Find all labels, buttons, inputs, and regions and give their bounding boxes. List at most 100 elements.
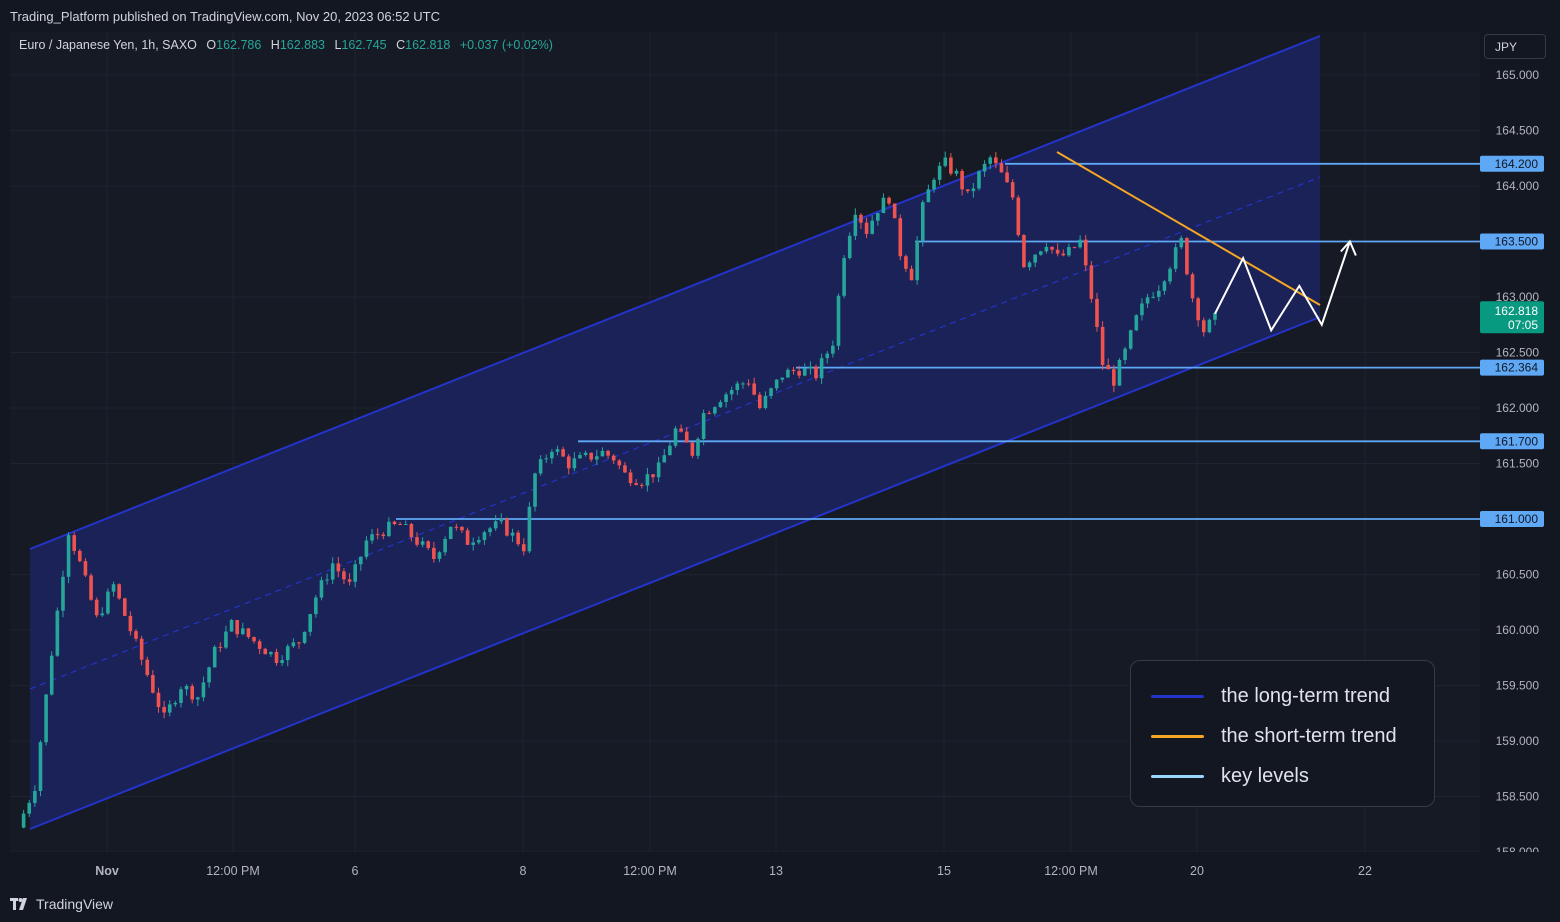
projection-line (1214, 241, 1351, 333)
legend-item-short-term: the short-term trend (1151, 724, 1397, 748)
candle-body (403, 523, 408, 525)
candle-body (302, 631, 307, 643)
candle-body (325, 579, 329, 581)
candle-body (432, 547, 436, 559)
short-term-swatch (1151, 734, 1204, 738)
candle-body (477, 540, 481, 543)
candle-body (448, 526, 453, 539)
candle-body (240, 628, 245, 635)
symbol-title: Euro / Japanese Yen, 1h, SAXO (19, 38, 197, 52)
candle-body (196, 697, 200, 700)
candle-body (252, 637, 256, 642)
candle-body (1044, 246, 1049, 252)
candlestick-series (21, 151, 1217, 829)
candle-body (954, 170, 959, 174)
candle-body (876, 213, 880, 221)
price-tick-label: 164.500 (1496, 124, 1540, 138)
candle-body (589, 452, 594, 460)
price-tick-label: 160.500 (1496, 568, 1540, 582)
candle-body (392, 521, 397, 525)
legend-item-key-levels: key levels (1151, 764, 1309, 788)
high-label: H (270, 38, 280, 52)
candle-body (724, 394, 728, 403)
candle-body (988, 157, 993, 164)
candle-body (696, 438, 700, 456)
candle-body (791, 369, 796, 372)
candle-body (336, 563, 341, 572)
low-value: 162.745 (341, 38, 387, 52)
candle-body (426, 541, 431, 548)
channel-upper (29, 35, 1321, 550)
footer-bar: TradingView (0, 884, 1560, 922)
candle-body (212, 646, 217, 668)
candle-body (662, 455, 667, 463)
candle-body (673, 428, 678, 446)
open-value: 162.786 (216, 38, 262, 52)
candle-body (819, 358, 824, 379)
candle-body (887, 197, 891, 204)
candle-body (774, 379, 779, 389)
candle-body (713, 407, 717, 414)
candle-body (920, 202, 925, 241)
candle-body (780, 377, 785, 380)
candle-body (285, 646, 290, 661)
candle-body (1123, 348, 1127, 360)
candle-body (994, 157, 998, 164)
candle-body (527, 506, 532, 552)
candle-body (66, 535, 71, 577)
candle-body (825, 353, 830, 359)
candle-body (499, 518, 504, 522)
key-level-tag (1480, 359, 1544, 376)
candle-body (139, 638, 144, 660)
candle-body (892, 203, 897, 219)
candle-body (1173, 247, 1178, 269)
candle-body (786, 369, 790, 378)
price-chart[interactable]: 165.000 164.500 164.000 163.000 162.500 162.0… (10, 32, 1550, 884)
chart-area[interactable]: 165.000 164.500 164.000 163.000 162.500 162.0… (10, 32, 1550, 884)
close-value: 162.818 (405, 38, 451, 52)
candle-body (269, 651, 273, 655)
candle-body (1005, 172, 1009, 183)
candle-body (229, 620, 234, 632)
candle-body (550, 451, 554, 459)
candle-body (639, 484, 644, 486)
long-term-label: the long-term trend (1221, 684, 1390, 707)
price-tick-label: 162.000 (1496, 401, 1540, 415)
candle-body (1095, 298, 1099, 327)
candle-body (555, 449, 560, 452)
candle-body (111, 584, 116, 592)
candle-body (375, 534, 380, 536)
candle-body (184, 686, 189, 690)
key-level-tag-label: 161.700 (1495, 434, 1539, 448)
candle-body (314, 597, 318, 615)
brand-label: TradingView (36, 896, 114, 912)
candle-body (904, 256, 908, 269)
candle-body (55, 610, 60, 656)
candle-body (44, 694, 48, 743)
projection-arrowhead (1340, 239, 1357, 256)
candle-body (949, 157, 953, 174)
symbol-ohlc-legend: Euro / Japanese Yen, 1h, SAXO O162.786 H… (19, 38, 553, 52)
candle-body (600, 450, 605, 457)
candle-body (465, 530, 470, 545)
candle-body (707, 413, 712, 415)
candle-body (1078, 239, 1082, 248)
time-tick-label: 8 (520, 864, 527, 878)
key-level-tag-label: 163.500 (1495, 235, 1539, 249)
candle-body (415, 537, 419, 545)
candle-body (89, 575, 93, 600)
tradingview-logo[interactable]: TradingView (10, 896, 113, 912)
candle-body (409, 523, 414, 538)
annotation-legend: the long-term trend the short-term trend… (1130, 660, 1435, 807)
candle-body (1055, 249, 1060, 254)
candle-body (1157, 290, 1161, 297)
key-level-tag-label: 164.200 (1495, 157, 1539, 171)
close-label: C (396, 38, 406, 52)
candle-body (1190, 274, 1195, 299)
candle-body (21, 813, 26, 828)
candle-body (173, 702, 178, 705)
candle-body (1061, 253, 1066, 256)
short-term-label: the short-term trend (1221, 724, 1397, 747)
candle-body (488, 528, 492, 533)
currency-button[interactable]: JPY (1484, 34, 1546, 59)
